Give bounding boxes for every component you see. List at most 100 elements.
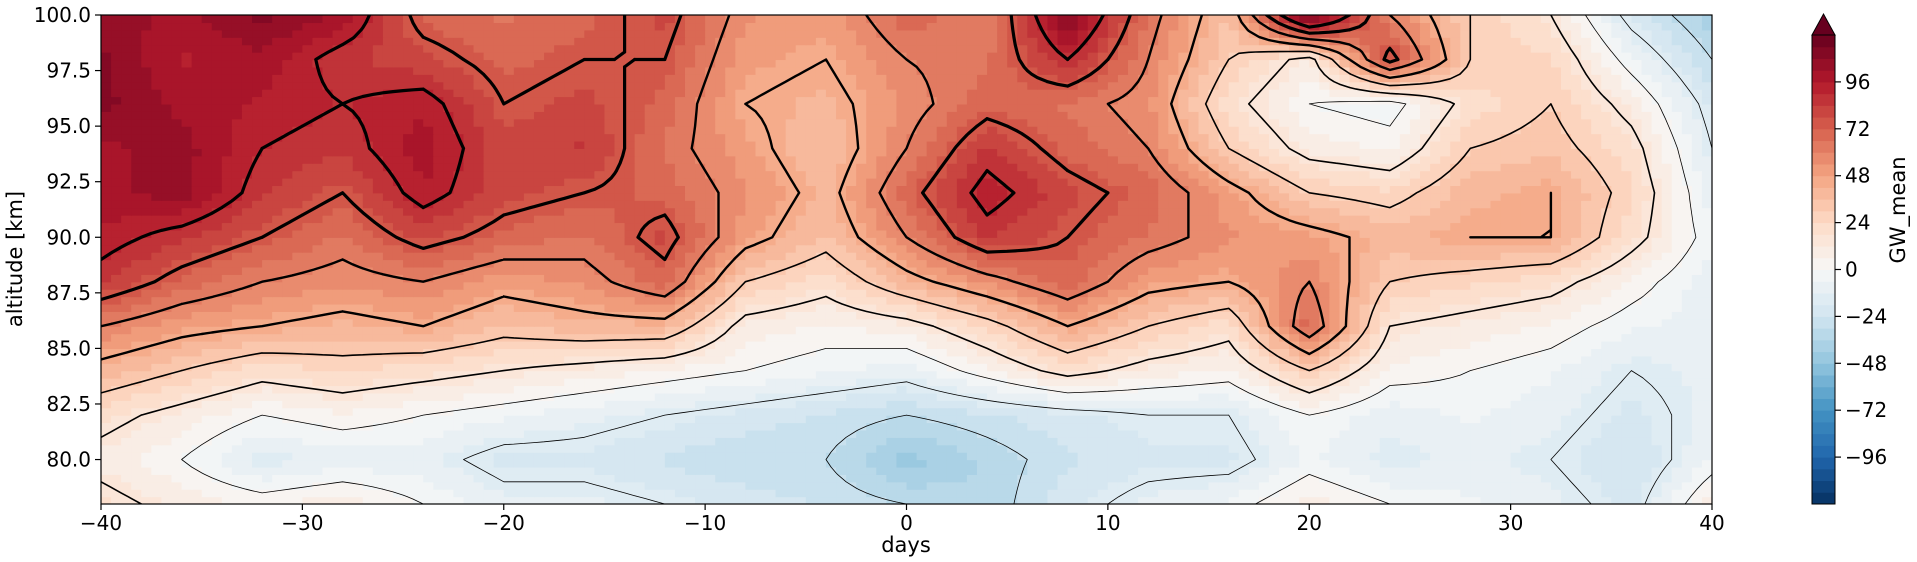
heatmap-cell (1117, 415, 1129, 424)
heatmap-cell (1017, 415, 1028, 424)
heatmap-cell (856, 392, 867, 401)
heatmap-cell (1440, 296, 1451, 305)
heatmap-cell (382, 459, 394, 468)
heatmap-cell (624, 422, 636, 431)
heatmap-cell (1047, 415, 1059, 424)
heatmap-cell (433, 481, 444, 490)
heatmap-cell (1520, 459, 1532, 468)
heatmap-cell (312, 289, 324, 298)
heatmap-cell (1077, 281, 1089, 290)
heatmap-cell (1641, 415, 1653, 424)
heatmap-cell (1128, 333, 1139, 342)
heatmap-cell (1279, 333, 1290, 342)
heatmap-cell (533, 311, 545, 320)
heatmap-cell (1399, 429, 1411, 438)
heatmap-cell (866, 289, 877, 298)
heatmap-cell (906, 407, 918, 416)
heatmap-cell (1379, 355, 1391, 364)
heatmap-cell (1601, 429, 1612, 438)
heatmap-cell (805, 496, 817, 504)
heatmap-cell (1349, 429, 1361, 438)
heatmap-cell (1047, 311, 1059, 320)
heatmap-cell (342, 489, 354, 498)
heatmap-cell (695, 385, 706, 394)
heatmap-cell (1409, 281, 1421, 290)
heatmap-cell (1490, 378, 1502, 387)
heatmap-cell (1067, 363, 1079, 372)
heatmap-cell (1037, 281, 1049, 290)
heatmap-cell (211, 326, 223, 335)
heatmap-cell (1671, 437, 1683, 446)
heatmap-cell (131, 392, 142, 401)
heatmap-cell (1037, 341, 1049, 350)
heatmap-cell (1208, 333, 1220, 342)
heatmap-cell (1691, 363, 1703, 372)
heatmap-cell (433, 378, 444, 387)
heatmap-cell (1258, 296, 1270, 305)
heatmap-cell (1218, 341, 1230, 350)
heatmap-cell (1117, 333, 1129, 342)
heatmap-cell (997, 489, 1008, 498)
heatmap-cell (705, 400, 716, 409)
heatmap-cell (151, 348, 163, 357)
heatmap-cell (191, 370, 203, 379)
heatmap-cell (1611, 303, 1622, 312)
heatmap-cell (1148, 496, 1159, 504)
heatmap-cell (1631, 429, 1643, 438)
heatmap-cell (1440, 466, 1451, 475)
heatmap-cell (382, 429, 394, 438)
heatmap-cell (342, 392, 354, 401)
heatmap-cell (322, 452, 334, 461)
heatmap-cell (896, 326, 908, 335)
heatmap-cell (654, 311, 666, 320)
heatmap-cell (1279, 459, 1290, 468)
heatmap-cell (997, 348, 1008, 357)
heatmap-cell (1701, 489, 1712, 498)
heatmap-cell (695, 318, 706, 327)
heatmap-cell (966, 444, 978, 453)
heatmap-cell (141, 422, 152, 431)
heatmap-cell (745, 415, 757, 424)
heatmap-cell (1037, 318, 1049, 327)
heatmap-cell (131, 355, 142, 364)
heatmap-cell (1017, 496, 1028, 504)
heatmap-cell (1641, 437, 1653, 446)
heatmap-cell (503, 274, 515, 283)
heatmap-cell (111, 496, 122, 504)
heatmap-cell (1339, 459, 1351, 468)
heatmap-cell (735, 496, 746, 504)
heatmap-cell (624, 363, 636, 372)
heatmap-cell (574, 370, 585, 379)
heatmap-cell (745, 341, 757, 350)
heatmap-cell (1309, 303, 1320, 312)
heatmap-cell (1309, 326, 1320, 335)
heatmap-cell (1430, 296, 1441, 305)
heatmap-cell (664, 459, 676, 468)
heatmap-cell (1409, 311, 1421, 320)
heatmap-cell (775, 318, 787, 327)
heatmap-cell (1621, 303, 1633, 312)
heatmap-cell (1520, 341, 1532, 350)
heatmap-cell (1571, 355, 1582, 364)
heatmap-cell (1107, 289, 1119, 298)
heatmap-cell (302, 370, 314, 379)
heatmap-cell (332, 326, 344, 335)
heatmap-cell (523, 459, 535, 468)
heatmap-cell (1460, 415, 1471, 424)
heatmap-cell (785, 318, 797, 327)
heatmap-cell (715, 481, 726, 490)
heatmap-cell (493, 452, 505, 461)
heatmap-cell (1339, 311, 1351, 320)
heatmap-cell (473, 311, 485, 320)
heatmap-cell (191, 303, 203, 312)
heatmap-cell (1470, 274, 1482, 283)
heatmap-cell (1258, 474, 1270, 483)
heatmap-cell (181, 444, 193, 453)
heatmap-cell (131, 296, 142, 305)
heatmap-cell (1631, 407, 1643, 416)
heatmap-cell (533, 415, 545, 424)
heatmap-cell (1067, 444, 1079, 453)
heatmap-cell (1148, 429, 1159, 438)
heatmap-cell (403, 281, 414, 290)
heatmap-cell (231, 496, 243, 504)
